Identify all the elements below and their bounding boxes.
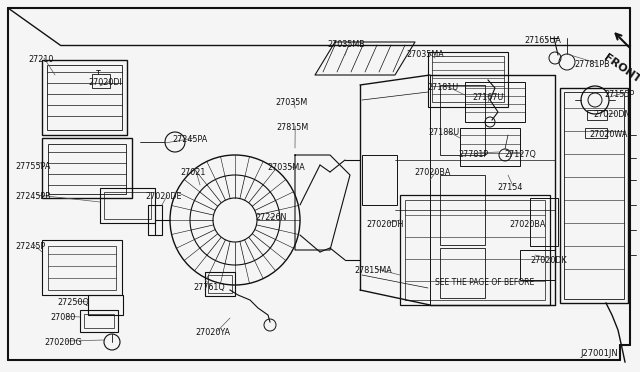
Text: FRONT: FRONT (602, 52, 640, 84)
Bar (208, 275, 232, 293)
Text: 27020DH: 27020DH (366, 220, 403, 229)
Bar (84, 314, 114, 328)
Text: 27226N: 27226N (255, 213, 286, 222)
Bar (104, 192, 151, 219)
Text: 27127Q: 27127Q (504, 150, 536, 159)
Bar (400, 195, 550, 305)
Text: SEE THE PAGE OF BEFORE: SEE THE PAGE OF BEFORE (435, 278, 534, 287)
Text: 27020DG: 27020DG (44, 338, 82, 347)
Bar (42, 60, 127, 135)
Bar (585, 128, 607, 138)
Text: J27001JN: J27001JN (580, 349, 618, 358)
Text: 27154: 27154 (497, 183, 522, 192)
Text: 27250Q: 27250Q (57, 298, 89, 307)
Bar (148, 205, 162, 235)
Bar (587, 110, 607, 120)
Text: 27210: 27210 (28, 55, 53, 64)
Text: 27165UA: 27165UA (524, 36, 561, 45)
Bar (460, 128, 520, 166)
Bar (530, 198, 558, 246)
Text: 27020BA: 27020BA (414, 168, 451, 177)
Text: 27020DM: 27020DM (593, 110, 632, 119)
Text: 27021: 27021 (180, 168, 205, 177)
Text: 27020YA: 27020YA (195, 328, 230, 337)
Text: 27020WA: 27020WA (589, 130, 627, 139)
Bar (564, 92, 624, 299)
Text: 27245PA: 27245PA (172, 135, 207, 144)
Bar (465, 82, 525, 122)
Bar (520, 250, 555, 280)
Bar (42, 138, 132, 198)
Bar (440, 85, 485, 155)
Text: 27781PB: 27781PB (574, 60, 610, 69)
Text: 27245P: 27245P (15, 242, 45, 251)
Bar (362, 155, 397, 205)
Text: 27781P: 27781P (458, 150, 488, 159)
Text: 27035M: 27035M (275, 98, 307, 107)
Text: 27020DK: 27020DK (530, 256, 566, 265)
Bar (560, 88, 628, 303)
Bar (80, 310, 118, 332)
Text: 27020DI: 27020DI (88, 78, 122, 87)
Bar (47, 65, 122, 130)
Bar (432, 56, 504, 102)
Text: 27815M: 27815M (276, 123, 308, 132)
Text: 27755PA: 27755PA (15, 162, 51, 171)
Bar (48, 144, 126, 194)
Text: 27815MA: 27815MA (354, 266, 392, 275)
Bar (48, 246, 116, 290)
Text: 27035MA: 27035MA (267, 163, 305, 172)
Bar (440, 248, 485, 298)
Text: 27167U: 27167U (472, 93, 504, 102)
Text: 27188U: 27188U (428, 128, 460, 137)
Bar (440, 175, 485, 245)
Text: 27181U: 27181U (427, 83, 458, 92)
Bar (205, 272, 235, 296)
Text: 27035MB: 27035MB (327, 40, 365, 49)
Text: 27761Q: 27761Q (193, 283, 225, 292)
Text: 27035MA: 27035MA (406, 50, 444, 59)
Text: 27155P: 27155P (604, 90, 634, 99)
Bar (42, 240, 122, 295)
Bar (100, 188, 155, 223)
Bar (88, 295, 123, 315)
Bar (428, 52, 508, 107)
Bar (405, 200, 545, 300)
Bar (92, 74, 110, 88)
Text: 27020DE: 27020DE (145, 192, 182, 201)
Text: 27020BA: 27020BA (509, 220, 545, 229)
Text: 27245PB: 27245PB (15, 192, 51, 201)
Text: 27080: 27080 (50, 313, 76, 322)
